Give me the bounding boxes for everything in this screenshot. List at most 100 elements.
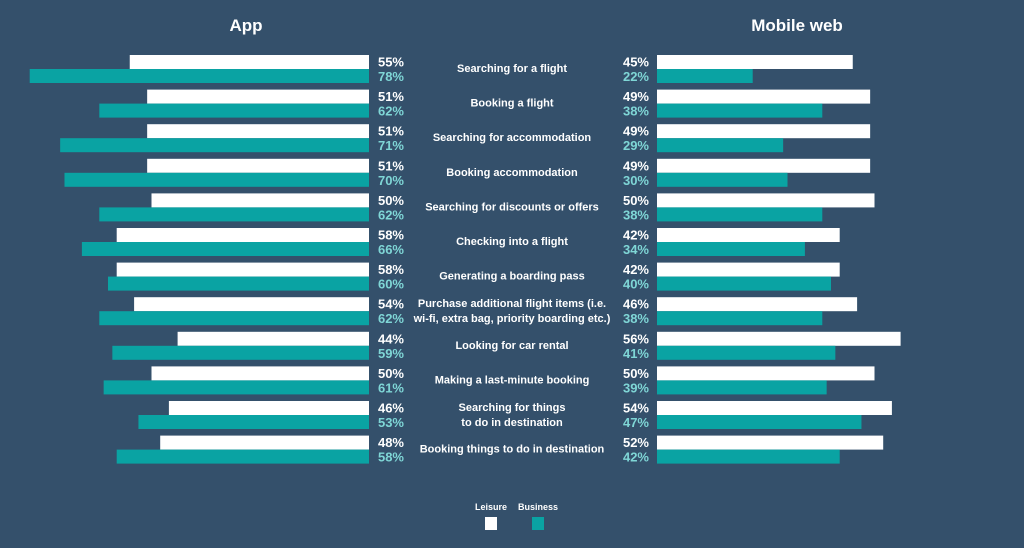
app-value-business: 66%: [378, 242, 404, 257]
app-bar-leisure: [151, 366, 369, 381]
app-value-business: 70%: [378, 173, 404, 188]
app-bar-leisure: [116, 262, 369, 277]
category-label: Booking a flight: [470, 98, 553, 110]
app-value-leisure: 50%: [378, 366, 404, 381]
web-value-business: 38%: [623, 207, 649, 222]
legend-swatch-business: [532, 517, 544, 530]
web-bar-leisure: [657, 158, 871, 173]
web-bar-leisure: [657, 331, 901, 346]
web-value-leisure: 42%: [623, 228, 649, 243]
web-bar-leisure: [657, 55, 853, 69]
web-value-business: 38%: [623, 104, 649, 119]
app-value-business: 78%: [378, 69, 404, 84]
web-bar-leisure: [657, 193, 875, 208]
app-bar-business: [116, 449, 369, 464]
app-value-business: 71%: [378, 138, 404, 153]
mobile-web-panel-title: Mobile web: [751, 16, 843, 35]
web-bar-leisure: [657, 435, 884, 450]
web-bar-business: [657, 103, 823, 118]
web-bar-business: [657, 380, 827, 395]
app-bar-business: [112, 345, 369, 360]
app-value-leisure: 58%: [378, 262, 404, 277]
app-value-leisure: 51%: [378, 89, 404, 104]
web-bar-business: [657, 172, 788, 187]
app-value-business: 62%: [378, 207, 404, 222]
app-value-leisure: 50%: [378, 193, 404, 208]
app-bar-business: [29, 69, 369, 83]
category-label: Searching for things to do in destination: [459, 402, 566, 429]
app-bar-business: [99, 207, 370, 222]
app-bar-leisure: [129, 55, 369, 69]
web-value-leisure: 45%: [623, 55, 649, 70]
web-value-leisure: 42%: [623, 262, 649, 277]
web-value-business: 30%: [623, 173, 649, 188]
web-value-business: 34%: [623, 242, 649, 257]
app-value-leisure: 58%: [378, 228, 404, 243]
legend-label-leisure: Leisure: [475, 502, 507, 512]
legend-label-business: Business: [518, 502, 558, 512]
web-bar-business: [657, 311, 823, 326]
category-label: Searching for accommodation: [433, 132, 592, 144]
web-bar-business: [657, 276, 831, 291]
app-panel-title: App: [229, 16, 262, 35]
app-value-leisure: 51%: [378, 158, 404, 173]
app-bar-leisure: [160, 435, 369, 450]
app-bar-leisure: [116, 228, 369, 242]
app-value-business: 59%: [378, 346, 404, 361]
app-value-leisure: 44%: [378, 331, 404, 346]
web-bar-business: [657, 242, 805, 256]
app-bar-leisure: [147, 158, 369, 173]
app-value-leisure: 55%: [378, 55, 404, 70]
web-value-leisure: 50%: [623, 366, 649, 381]
app-bar-leisure: [168, 401, 369, 415]
app-bar-business: [108, 276, 369, 291]
web-value-leisure: 54%: [623, 401, 649, 416]
app-bar-business: [81, 242, 370, 256]
web-value-leisure: 52%: [623, 435, 649, 450]
web-value-business: 41%: [623, 346, 649, 361]
app-value-business: 60%: [378, 277, 404, 292]
category-label: Searching for a flight: [457, 63, 567, 75]
app-bar-leisure: [177, 331, 369, 346]
category-label: Checking into a flight: [456, 236, 568, 248]
web-value-business: 39%: [623, 380, 649, 395]
web-value-leisure: 49%: [623, 124, 649, 139]
app-bar-business: [64, 172, 369, 187]
web-value-leisure: 46%: [623, 297, 649, 312]
app-value-business: 62%: [378, 104, 404, 119]
category-label: Making a last-minute booking: [435, 374, 590, 386]
web-bar-business: [657, 415, 862, 429]
app-value-business: 62%: [378, 311, 404, 326]
web-value-leisure: 49%: [623, 89, 649, 104]
chart-rows: 55%78%45%22%Searching for a flight51%62%…: [29, 55, 901, 465]
web-value-business: 22%: [623, 69, 649, 84]
web-value-leisure: 49%: [623, 158, 649, 173]
web-value-leisure: 56%: [623, 331, 649, 346]
web-bar-business: [657, 138, 784, 153]
app-bar-business: [60, 138, 370, 153]
web-bar-business: [657, 69, 753, 83]
category-label: Booking things to do in destination: [420, 444, 605, 456]
web-bar-leisure: [657, 366, 875, 381]
app-bar-business: [99, 311, 370, 326]
app-value-business: 61%: [378, 380, 404, 395]
app-value-leisure: 54%: [378, 297, 404, 312]
app-value-leisure: 48%: [378, 435, 404, 450]
app-value-business: 53%: [378, 415, 404, 430]
web-bar-leisure: [657, 89, 871, 104]
web-value-business: 42%: [623, 450, 649, 465]
legend-swatch-leisure: [485, 517, 497, 530]
category-label: Purchase additional flight items (i.e. wi…: [413, 298, 611, 325]
web-bar-leisure: [657, 124, 871, 139]
app-value-business: 58%: [378, 450, 404, 465]
app-bar-leisure: [134, 297, 369, 312]
web-value-leisure: 50%: [623, 193, 649, 208]
app-bar-business: [103, 380, 370, 395]
web-bar-leisure: [657, 262, 840, 277]
category-label: Searching for discounts or offers: [425, 201, 599, 213]
web-value-business: 38%: [623, 311, 649, 326]
web-value-business: 40%: [623, 277, 649, 292]
app-bar-leisure: [151, 193, 369, 208]
